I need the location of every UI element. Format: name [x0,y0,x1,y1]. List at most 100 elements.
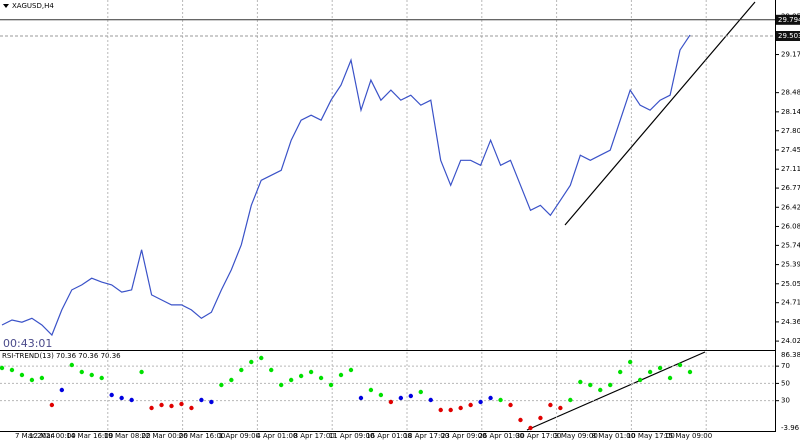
rsi-dot [119,395,124,401]
time-label: 10 May 17:00 [627,432,675,440]
rsi-dot [438,407,443,413]
rsi-dot [647,369,653,375]
rsi-dot [468,402,473,408]
rsi-dot [598,387,603,393]
y-tick-label: 27.800 [781,127,800,135]
rsi-dot [288,377,294,383]
rsi-dot [269,367,274,373]
rsi-dot [179,401,184,407]
rsi-dot [428,397,433,403]
rsi-dot [667,375,673,381]
rsi-dot [259,355,264,361]
rsi-dot [677,362,683,368]
rsi-dot [79,369,84,375]
y-tick-label: 70 [781,362,790,370]
rsi-dot [19,372,25,378]
time-label: 15 May 09:00 [664,432,712,440]
rsi-dot [488,395,493,401]
rsi-dot [398,395,404,401]
time-label: 26 Mar 16:00 [179,432,226,440]
time-label: 19 Mar 08:00 [104,432,151,440]
rsi-dot [408,393,414,399]
symbol-title: XAGUSD,H4 [12,2,54,10]
rsi-dot [109,392,114,398]
time-label: 12 Mar 00:00 [29,432,76,440]
rsi-dot [328,382,334,388]
rsi-dot [229,377,234,383]
time-label: 26 Apr 01:00 [478,432,524,440]
rsi-dot [209,399,214,405]
y-limit-label: 86.38 [781,351,800,359]
y-tick-label: 50 [781,379,790,387]
rsi-dot [29,377,35,383]
rsi-dot [588,382,593,388]
time-label: 16 Apr 01:00 [366,432,412,440]
trend-line [564,1,756,226]
bar-timer: 00:43:01 [3,337,52,350]
y-tick-label: 25.395 [781,261,800,269]
y-tick-label: 28.140 [781,108,800,116]
time-label: 8 May 01:00 [592,432,636,440]
rsi-dot [0,365,5,371]
menu-arrow[interactable] [3,4,9,8]
rsi-dot [239,367,244,373]
rsi-dot [39,375,45,381]
rsi-dot [418,389,423,395]
rsi-dot [538,415,543,421]
rsi-dot [59,387,65,393]
rsi-dot [518,417,523,423]
rsi-dot [169,403,174,409]
rsi-dot [318,375,324,381]
rsi-dot [219,382,224,388]
y-tick-label: 27.455 [781,146,800,154]
rsi-dot [189,405,194,411]
price-line [1,34,691,337]
price-label-box [776,31,800,42]
rsi-dot [568,397,573,403]
rsi-dot [458,405,463,411]
rsi-dot [99,375,104,381]
rsi-dot [308,369,314,375]
rsi-dot [498,397,503,403]
rsi-dot [338,372,344,378]
rsi-dot [129,397,134,403]
rsi-dot [199,397,204,403]
time-label: 18 Apr 17:00 [404,432,450,440]
rsi-dot [49,402,55,408]
rsi-dot [608,382,613,388]
rsi-dot [657,365,663,371]
y-tick-label: 29.170 [781,51,800,59]
rsi-dot [478,399,483,405]
y-tick-label: 30 [781,397,790,405]
y-tick-label: 25.050 [781,280,800,288]
rsi-dot [618,369,623,375]
y-limit-label: -3.96 [781,424,800,432]
y-tick-label: 27.110 [781,165,800,173]
y-tick-label: 26.080 [781,222,800,230]
time-label: 14 Mar 16:00 [66,432,113,440]
rsi-dot [548,402,553,408]
y-tick-label: 24.020 [781,337,800,345]
time-label: 3 May 09:00 [554,432,598,440]
rsi-dot [637,377,643,383]
rsi-dot [298,373,304,379]
rsi-dot [278,382,284,388]
rsi-dot [159,402,164,408]
price-label: 29.503 [778,32,800,40]
time-label: 11 Apr 09:00 [329,432,375,440]
y-tick-label: 24.365 [781,318,800,326]
rsi-dot [687,369,693,375]
rsi-dot [69,362,74,368]
y-tick-label: 25.740 [781,241,800,249]
time-label: 8 Apr 17:00 [294,432,335,440]
rsi-dot [89,372,94,378]
y-tick-label: 24.710 [781,299,800,307]
rsi-dot [378,392,384,398]
time-label: 4 Apr 01:00 [256,432,297,440]
time-label: 30 Apr 17:00 [516,432,562,440]
rsi-dot [9,367,15,373]
rsi-dot [358,395,364,401]
time-label: 23 Apr 09:00 [441,432,487,440]
